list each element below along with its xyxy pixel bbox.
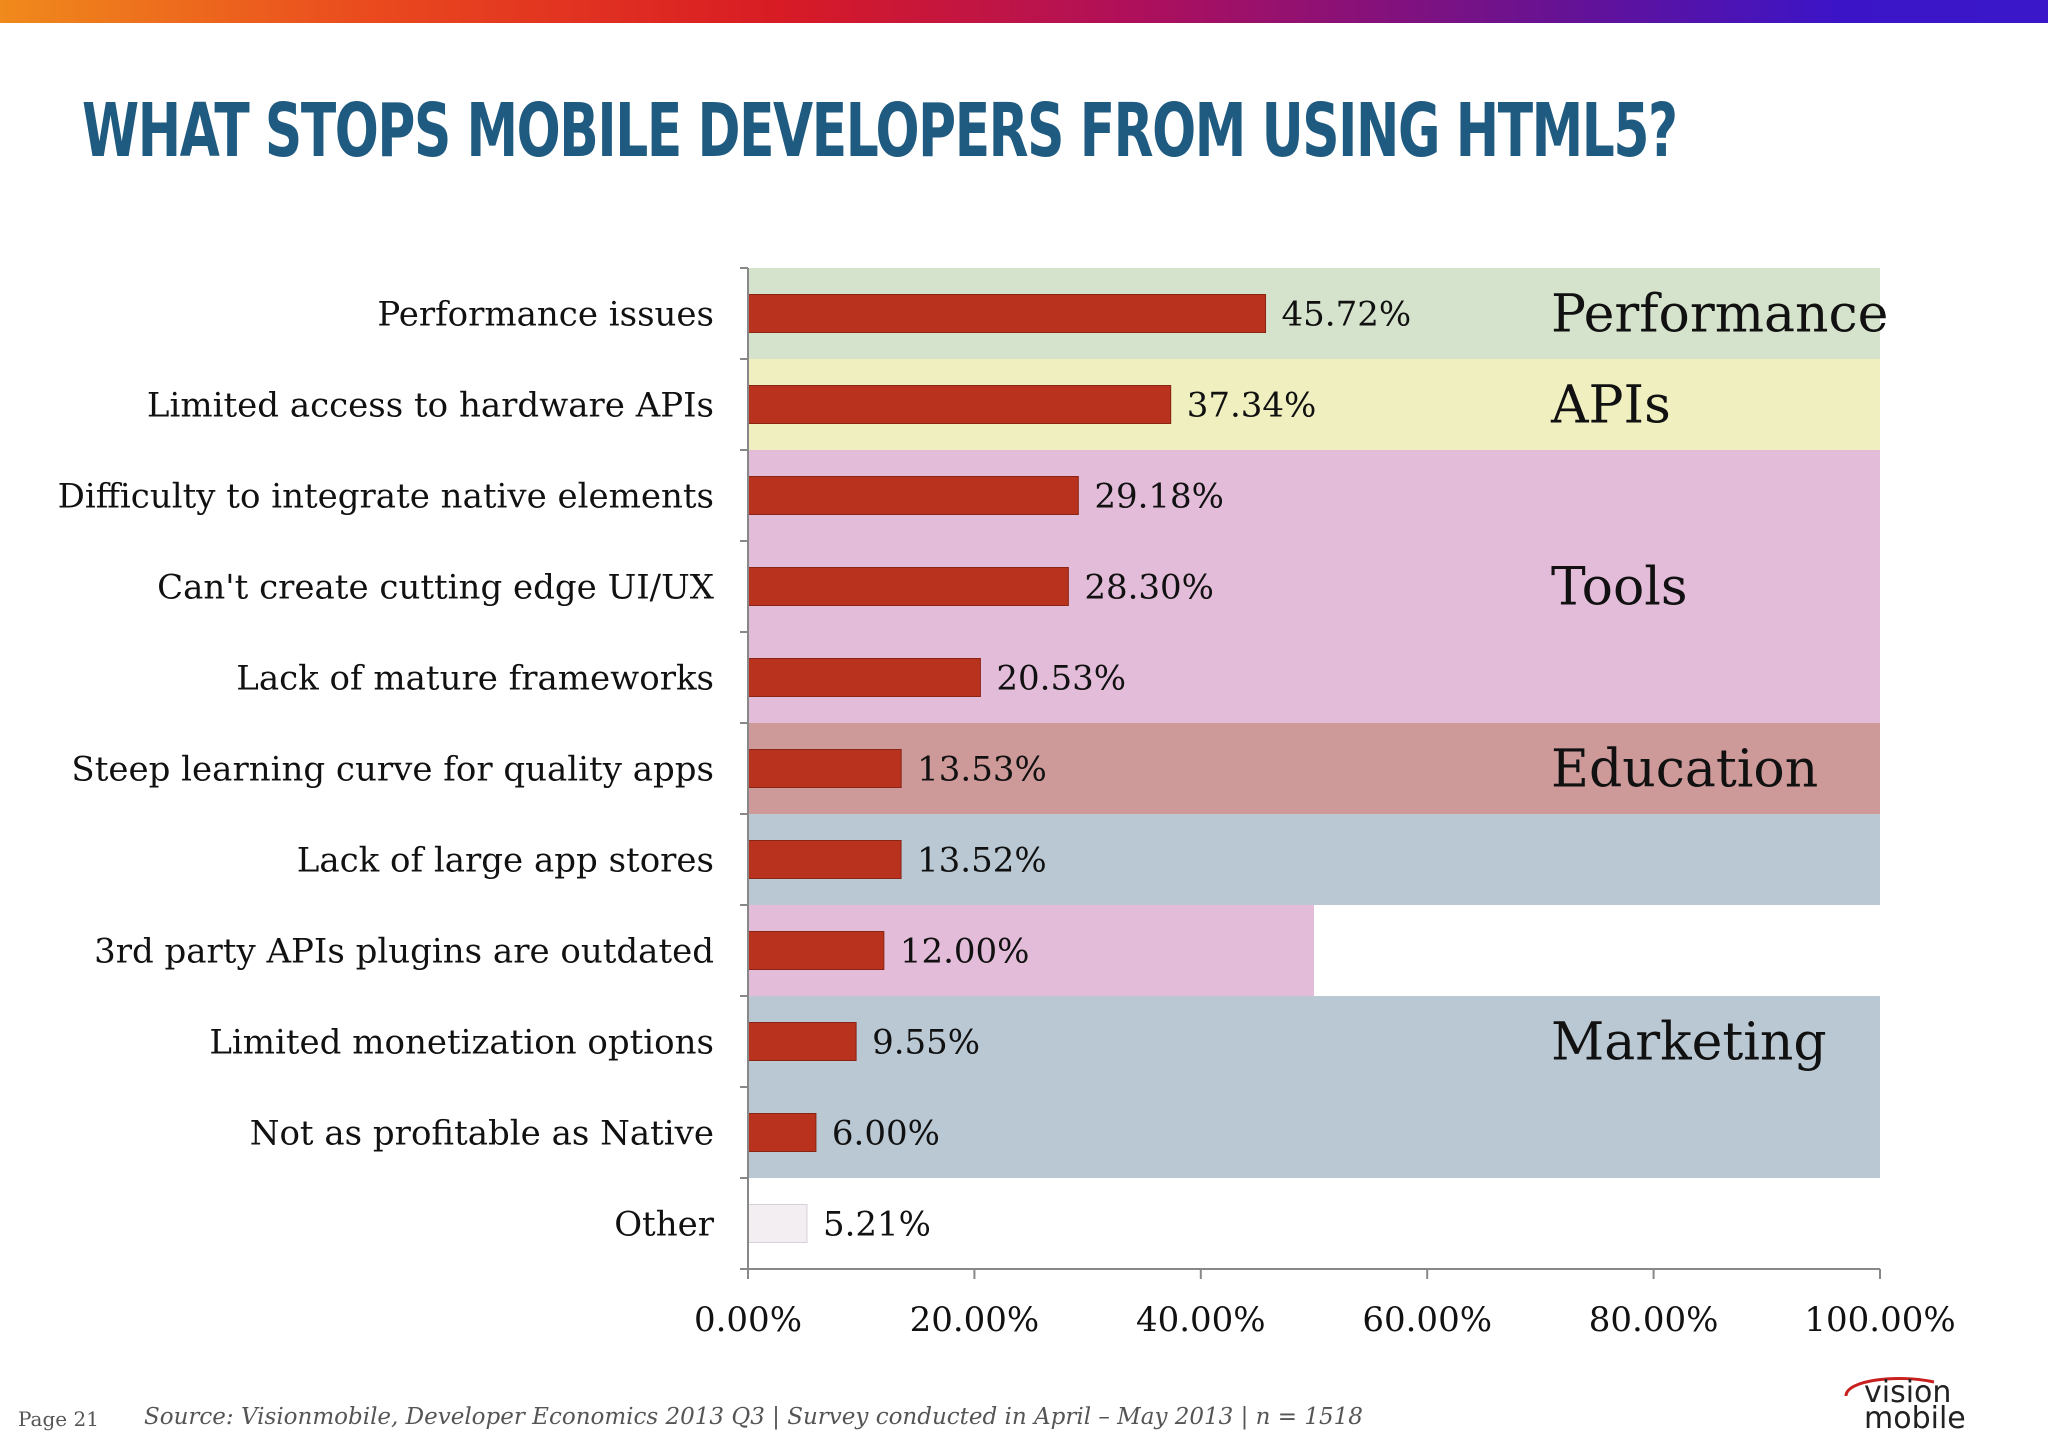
value-label-other: 5.21%: [823, 1205, 931, 1245]
bar-limited-access-to-hardware-apis: [747, 385, 1172, 424]
axes: [740, 267, 1881, 1279]
category-label-limited-access-to-hardware-apis: Limited access to hardware APIs: [147, 386, 714, 426]
band-label-tools: Tools: [1551, 558, 1688, 618]
bar-lack-of-mature-frameworks: [747, 658, 981, 697]
band-label-education: Education: [1551, 740, 1818, 800]
bar-3rd-party-apis-plugins-are-outdated: [747, 931, 885, 970]
value-label-limited-access-to-hardware-apis: 37.34%: [1187, 386, 1317, 426]
page-number: Page 21: [18, 1407, 99, 1431]
band-label-performance: Performance: [1551, 285, 1888, 345]
slide-title: WHAT STOPS MOBILE DEVELOPERS FROM USING …: [82, 88, 1678, 174]
category-label-limited-monetization-options: Limited monetization options: [209, 1023, 714, 1063]
x-tick-label: 0.00%: [694, 1300, 802, 1340]
category-label-other: Other: [614, 1205, 715, 1245]
category-label-3rd-party-apis-plugins-are-outdated: 3rd party APIs plugins are outdated: [94, 932, 714, 972]
labels: Performance APIs Tools Education Marketing 45…: [58, 285, 1956, 1341]
category-label-performance-issues: Performance issues: [377, 295, 714, 335]
x-tick-label: 100.00%: [1804, 1300, 1955, 1340]
bar-lack-of-large-app-stores: [747, 840, 902, 879]
category-label-lack-of-mature-frameworks: Lack of mature frameworks: [236, 659, 714, 699]
bar-limited-monetization-options: [747, 1022, 857, 1061]
value-label-not-as-profitable-as-native: 6.00%: [832, 1114, 940, 1154]
value-label-limited-monetization-options: 9.55%: [872, 1023, 980, 1063]
value-label-can-t-create-cutting-edge-ui-ux: 28.30%: [1084, 568, 1214, 608]
visionmobile-logo: vision mobile: [1844, 1375, 1966, 1432]
value-label-lack-of-mature-frameworks: 20.53%: [996, 659, 1126, 699]
x-tick-label: 80.00%: [1589, 1300, 1719, 1340]
value-label-difficulty-to-integrate-native-elements: 29.18%: [1094, 477, 1224, 517]
value-label-3rd-party-apis-plugins-are-outdated: 12.00%: [900, 932, 1030, 972]
bar-performance-issues: [747, 294, 1267, 333]
bar-other: [747, 1204, 808, 1243]
bar-steep-learning-curve-for-quality-apps: [747, 749, 902, 788]
band-marketing-2: [748, 996, 1880, 1178]
logo-line2: mobile: [1864, 1401, 1966, 1432]
bars: [747, 294, 1267, 1243]
x-tick-label: 60.00%: [1362, 1300, 1492, 1340]
bar-not-as-profitable-as-native: [747, 1113, 817, 1152]
bar-difficulty-to-integrate-native-elements: [747, 476, 1079, 515]
band-label-apis: APIs: [1550, 376, 1671, 436]
x-tick-label: 40.00%: [1136, 1300, 1266, 1340]
category-label-steep-learning-curve-for-quality-apps: Steep learning curve for quality apps: [71, 750, 714, 790]
band-education: [748, 723, 1880, 814]
x-tick-label: 20.00%: [910, 1300, 1040, 1340]
category-label-not-as-profitable-as-native: Not as profitable as Native: [250, 1114, 714, 1154]
value-label-performance-issues: 45.72%: [1282, 295, 1412, 335]
logo-line1: vision: [1864, 1375, 1951, 1410]
band-label-marketing: Marketing: [1551, 1013, 1827, 1073]
logo-swoosh: [1844, 1376, 1935, 1397]
band-marketing-1: [748, 814, 1880, 905]
category-label-difficulty-to-integrate-native-elements: Difficulty to integrate native elements: [58, 477, 714, 517]
top-gradient-stripe: [0, 0, 2048, 23]
value-label-steep-learning-curve-for-quality-apps: 13.53%: [917, 750, 1047, 790]
value-label-lack-of-large-app-stores: 13.52%: [917, 841, 1047, 881]
category-label-can-t-create-cutting-edge-ui-ux: Can't create cutting edge UI/UX: [157, 568, 715, 608]
source-note: Source: Visionmobile, Developer Economic…: [144, 1404, 1363, 1430]
category-label-lack-of-large-app-stores: Lack of large app stores: [297, 841, 714, 881]
bar-can-t-create-cutting-edge-ui-ux: [747, 567, 1069, 606]
